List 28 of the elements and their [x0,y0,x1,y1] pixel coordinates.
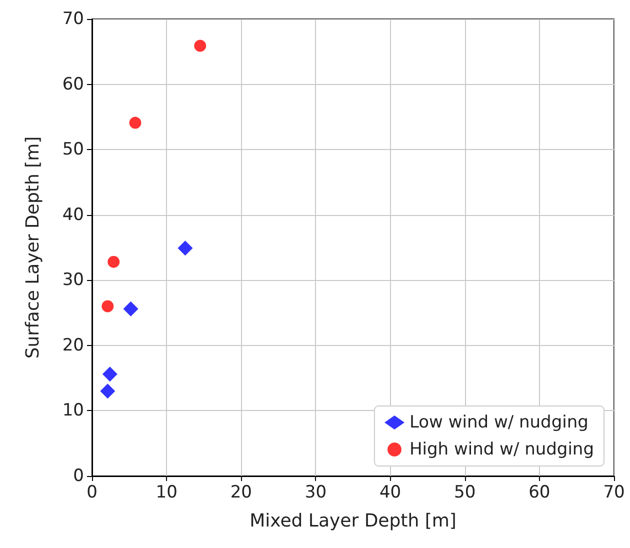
x-tick-label: 50 [454,482,476,502]
x-tick-label: 30 [304,482,327,502]
point [102,366,118,382]
point [100,384,116,399]
point [194,40,206,52]
x-tick-label: 70 [603,482,625,502]
x-tick-label: 10 [156,482,178,502]
y-tick-label: 40 [62,204,84,225]
legend-label: High wind w/ nudging [409,440,594,460]
y-tick-label: 0 [73,466,84,486]
x-tick-label: 0 [86,482,98,502]
point [108,256,120,268]
x-tick-label: 20 [230,482,252,502]
point [178,240,193,256]
y-tick-label: 20 [62,335,84,356]
x-axis-title: Mixed Layer Depth [m] [250,510,456,532]
point [129,116,142,129]
y-tick-label: 60 [62,74,84,94]
y-tick-label: 50 [62,140,84,160]
point [123,301,138,316]
y-tick-label: 70 [62,9,84,29]
point [102,300,114,312]
x-tick-label: 40 [379,482,402,502]
y-tick-label: 30 [62,270,84,290]
legend-label: Low wind w/ nudging [409,412,588,432]
x-tick-label: 60 [528,482,550,502]
y-tick-label: 10 [62,400,84,421]
y-axis-title: Surface Layer Depth [m] [22,136,44,359]
